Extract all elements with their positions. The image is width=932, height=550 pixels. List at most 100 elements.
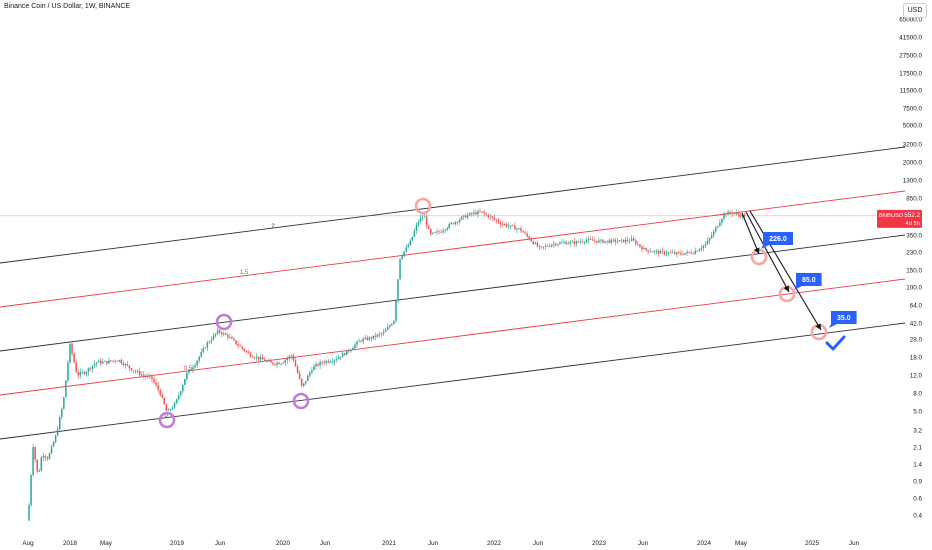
candle-body	[702, 245, 705, 249]
candle-body	[469, 213, 471, 216]
candle-body	[671, 252, 674, 254]
candle-body	[69, 343, 71, 363]
y-tick-label: 2.1	[913, 445, 922, 452]
candle-body	[28, 505, 30, 521]
candle-body	[544, 245, 547, 247]
candle-body	[249, 352, 252, 357]
candle-body	[577, 241, 580, 243]
candle-body	[624, 239, 627, 243]
candle-body	[194, 365, 196, 368]
x-tick-label: Aug	[22, 540, 34, 547]
candle-body	[512, 225, 514, 227]
candle-body	[458, 219, 461, 223]
y-tick-label: 17500.0	[899, 71, 922, 78]
candle-body	[315, 364, 317, 367]
candle-body	[253, 357, 256, 359]
candle-body	[415, 224, 418, 231]
candle-body	[87, 368, 90, 373]
candle-body	[694, 251, 696, 254]
target-label: 85.0	[802, 277, 816, 284]
y-tick-label: 8.0	[913, 391, 922, 398]
y-tick-label: 850.0	[906, 196, 922, 203]
candle-body	[182, 384, 184, 392]
y-tick-label: 41500.0	[899, 35, 922, 42]
candle-body	[602, 239, 604, 243]
candle-body	[286, 358, 289, 361]
candle-body	[380, 333, 383, 335]
candle-body	[214, 333, 217, 336]
y-tick-label: 7500.0	[903, 106, 923, 113]
candle-body	[95, 362, 98, 364]
candle-body	[587, 238, 590, 241]
candle-body	[155, 382, 157, 386]
candle-body	[376, 334, 379, 337]
y-tick-label: 64.0	[910, 303, 923, 310]
candle-body	[61, 408, 63, 417]
candle-body	[567, 243, 569, 245]
candle-body	[409, 240, 412, 246]
candle-body	[358, 340, 360, 342]
price-tag-countdown: 4d 5h	[905, 221, 920, 227]
candle-body	[200, 351, 202, 357]
candle-body	[134, 370, 137, 372]
x-tick-label: Jun	[320, 540, 331, 547]
candle-body	[503, 223, 506, 225]
candle-body	[177, 395, 180, 400]
x-tick-label: Jun	[638, 540, 649, 547]
y-tick-label: 5000.0	[903, 123, 923, 130]
candle-body	[204, 347, 207, 349]
candle-body	[298, 373, 301, 379]
candle-body	[655, 251, 658, 252]
x-tick-label: 2023	[592, 540, 607, 547]
candle-body	[432, 232, 434, 234]
candle-body	[557, 244, 559, 246]
y-tick-label: 1300.0	[903, 178, 923, 185]
candle-body	[108, 360, 110, 364]
candle-body	[407, 245, 409, 248]
candle-body	[641, 246, 643, 250]
candle-body	[239, 345, 241, 347]
candle-body	[218, 330, 221, 333]
candle-body	[489, 216, 491, 218]
candle-body	[257, 356, 260, 360]
currency-button[interactable]: USD	[903, 3, 927, 18]
candle-body	[311, 370, 313, 373]
candle-body	[471, 213, 473, 215]
candle-body	[335, 358, 338, 361]
candle-body	[136, 371, 139, 372]
y-tick-label: 150.0	[906, 268, 922, 275]
candle-body	[110, 360, 112, 362]
x-tick-label: Jun	[215, 540, 226, 547]
candle-body	[444, 229, 446, 231]
candle-body	[145, 375, 147, 377]
candle-body	[67, 362, 69, 381]
candle-body	[440, 231, 442, 233]
candle-body	[370, 337, 373, 339]
candle-body	[659, 250, 662, 254]
candle-body	[190, 369, 192, 371]
candle-body	[579, 241, 582, 243]
candle-body	[395, 300, 397, 322]
candle-body	[727, 211, 729, 215]
channel-level-label: 0	[164, 413, 168, 419]
candle-body	[259, 357, 262, 360]
x-tick-label: Jun	[428, 540, 439, 547]
target-label-bg	[794, 273, 822, 290]
candle-body	[401, 255, 403, 259]
candle-body	[54, 435, 57, 443]
y-tick-label: 42.0	[910, 321, 923, 328]
candle-body	[36, 459, 38, 472]
candle-body	[403, 251, 405, 256]
candle-body	[405, 247, 407, 252]
candle-body	[300, 378, 303, 386]
candle-body	[120, 359, 122, 364]
y-tick-label: 3200.0	[903, 142, 923, 149]
candle-body	[42, 456, 45, 458]
candle-body	[585, 240, 588, 242]
candle-body	[524, 232, 526, 234]
candle-body	[350, 349, 352, 352]
candle-body	[389, 325, 391, 328]
x-tick-label: Jun	[849, 540, 860, 547]
candle-body	[128, 365, 131, 369]
